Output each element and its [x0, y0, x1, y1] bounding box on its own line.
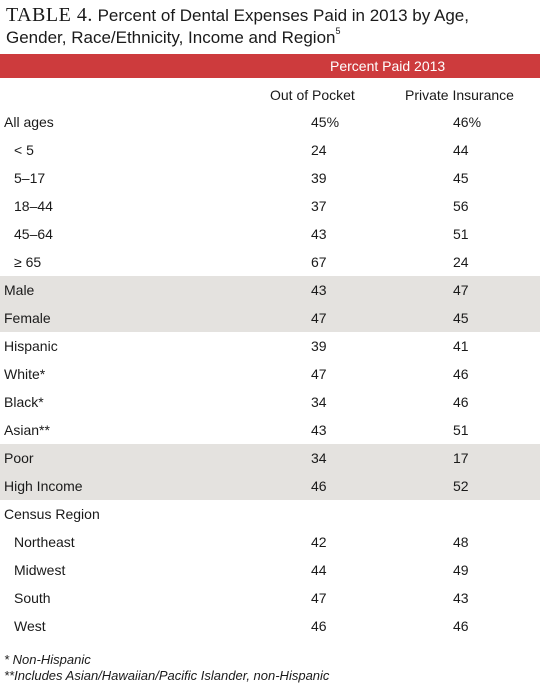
- row-label: South: [14, 590, 51, 606]
- private-insurance-value: 51: [453, 226, 469, 242]
- column-group-header: Percent Paid 2013: [0, 54, 540, 78]
- private-insurance-value: 24: [453, 254, 469, 270]
- column-header-out-of-pocket: Out of Pocket: [270, 87, 355, 103]
- row-label: Northeast: [14, 534, 75, 550]
- out-of-pocket-value: 39: [311, 338, 327, 354]
- row-label: All ages: [4, 114, 54, 130]
- row-label: White*: [4, 366, 46, 382]
- private-insurance-value: 46: [453, 366, 469, 382]
- table-body: All ages 45% 46% < 5 24 44 5–17 39 45 18…: [0, 108, 540, 640]
- row-label: Male: [4, 282, 35, 298]
- table-title-text: Percent of Dental Expenses Paid in 2013 …: [6, 6, 469, 47]
- table-row: 45–64 43 51: [0, 220, 540, 248]
- private-insurance-value: 17: [453, 450, 469, 466]
- out-of-pocket-value: 43: [311, 226, 327, 242]
- private-insurance-value: 43: [453, 590, 469, 606]
- row-label: < 5: [14, 142, 34, 158]
- row-label: Female: [4, 310, 51, 326]
- row-label: Midwest: [14, 562, 66, 578]
- table-row: Hispanic 39 41: [0, 332, 540, 360]
- private-insurance-value: 45: [453, 170, 469, 186]
- column-group-label: Percent Paid 2013: [330, 58, 446, 74]
- table-row: All ages 45% 46%: [0, 108, 540, 136]
- table-row: High Income 46 52: [0, 472, 540, 500]
- table-row: West 46 46: [0, 612, 540, 640]
- table-row: Poor 34 17: [0, 444, 540, 472]
- out-of-pocket-value: 47: [311, 590, 327, 606]
- footnote-asian-definition: **Includes Asian/Hawaiian/Pacific Island…: [4, 668, 330, 683]
- table-row: Census Region: [0, 500, 540, 528]
- private-insurance-value: 51: [453, 422, 469, 438]
- out-of-pocket-value: 39: [311, 170, 327, 186]
- private-insurance-value: 45: [453, 310, 469, 326]
- table-row: 18–44 37 56: [0, 192, 540, 220]
- table-row: Midwest 44 49: [0, 556, 540, 584]
- row-label: Asian**: [4, 422, 50, 438]
- table-row: Black* 34 46: [0, 388, 540, 416]
- row-label: Census Region: [4, 506, 100, 522]
- row-label: Hispanic: [4, 338, 58, 354]
- out-of-pocket-value: 46: [311, 618, 327, 634]
- out-of-pocket-value: 47: [311, 366, 327, 382]
- out-of-pocket-value: 43: [311, 422, 327, 438]
- row-label: Black*: [4, 394, 44, 410]
- out-of-pocket-value: 24: [311, 142, 327, 158]
- out-of-pocket-value: 46: [311, 478, 327, 494]
- footnotes: * Non-Hispanic **Includes Asian/Hawaiian…: [4, 652, 329, 684]
- private-insurance-value: 49: [453, 562, 469, 578]
- private-insurance-value: 56: [453, 198, 469, 214]
- table-row: Female 47 45: [0, 304, 540, 332]
- private-insurance-value: 46: [453, 394, 469, 410]
- row-label: High Income: [4, 478, 83, 494]
- out-of-pocket-value: 34: [311, 394, 327, 410]
- table-row: < 5 24 44: [0, 136, 540, 164]
- row-label: ≥ 65: [14, 254, 42, 270]
- footnote-reference: 5: [335, 26, 341, 36]
- row-label: 18–44: [14, 198, 53, 214]
- out-of-pocket-value: 44: [311, 562, 327, 578]
- table-row: Asian** 43 51: [0, 416, 540, 444]
- row-label: West: [14, 618, 46, 634]
- table-row: South 47 43: [0, 584, 540, 612]
- table-row: 5–17 39 45: [0, 164, 540, 192]
- private-insurance-value: 44: [453, 142, 469, 158]
- out-of-pocket-value: 37: [311, 198, 327, 214]
- row-label: 5–17: [14, 170, 46, 186]
- table-number: TABLE 4.: [6, 4, 93, 26]
- table-row: ≥ 65 67 24: [0, 248, 540, 276]
- private-insurance-value: 47: [453, 282, 469, 298]
- private-insurance-value: 52: [453, 478, 469, 494]
- out-of-pocket-value: 45%: [311, 114, 340, 130]
- out-of-pocket-value: 43: [311, 282, 327, 298]
- private-insurance-value: 41: [453, 338, 469, 354]
- row-label: 45–64: [14, 226, 53, 242]
- column-header-private-insurance: Private Insurance: [405, 87, 514, 103]
- table-row: Northeast 42 48: [0, 528, 540, 556]
- private-insurance-value: 46%: [453, 114, 482, 130]
- out-of-pocket-value: 47: [311, 310, 327, 326]
- out-of-pocket-value: 42: [311, 534, 327, 550]
- table-title: TABLE 4. Percent of Dental Expenses Paid…: [6, 4, 534, 49]
- footnote-non-hispanic: * Non-Hispanic: [4, 652, 91, 667]
- table-row: White* 47 46: [0, 360, 540, 388]
- out-of-pocket-value: 67: [311, 254, 327, 270]
- out-of-pocket-value: 34: [311, 450, 327, 466]
- row-label: Poor: [4, 450, 34, 466]
- private-insurance-value: 46: [453, 618, 469, 634]
- private-insurance-value: 48: [453, 534, 469, 550]
- table-row: Male 43 47: [0, 276, 540, 304]
